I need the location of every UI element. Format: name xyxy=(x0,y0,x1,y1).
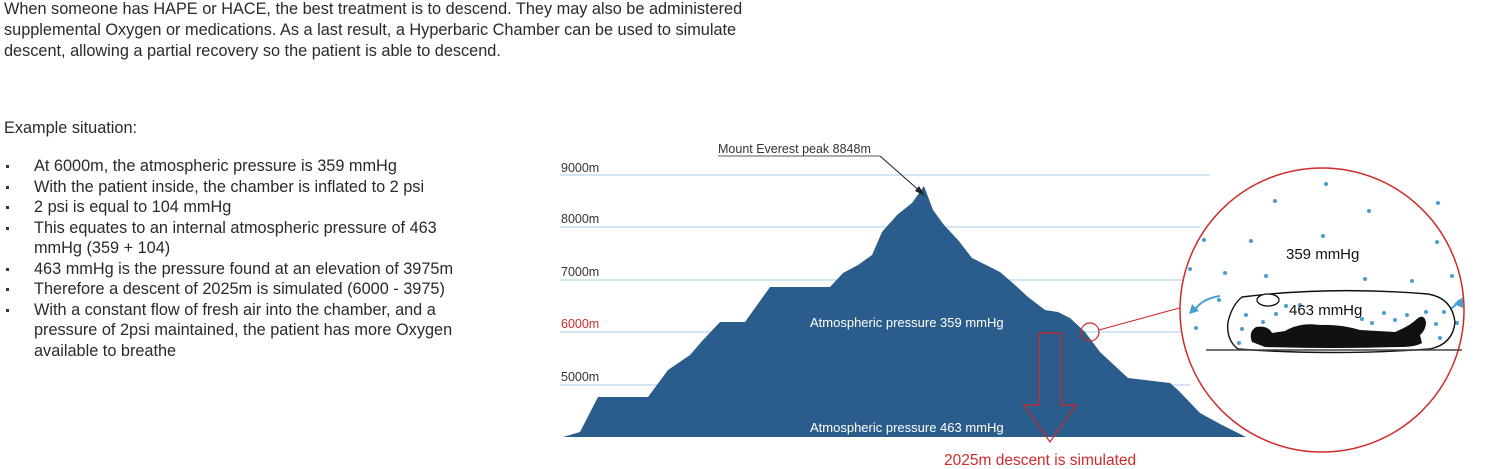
pressure-label-upper: Atmospheric pressure 359 mmHg xyxy=(810,315,1004,330)
bullet-item: 463 mmHg is the pressure found at an ele… xyxy=(4,259,474,280)
zoom-marker-circle xyxy=(1080,322,1100,342)
elevation-label-9000: 9000m xyxy=(561,161,599,175)
descent-label: 2025m descent is simulated xyxy=(944,452,1136,469)
patient-silhouette xyxy=(1250,316,1426,348)
bullet-item: At 6000m, the atmospheric pressure is 35… xyxy=(4,156,474,177)
elevation-label-7000: 7000m xyxy=(561,265,599,279)
zoom-connector-line xyxy=(1098,306,1184,331)
elevation-label-8000: 8000m xyxy=(561,212,599,226)
peak-pointer xyxy=(879,155,923,194)
bullet-item: This equates to an internal atmospheric … xyxy=(4,218,474,259)
elevation-label-6000: 6000m xyxy=(561,317,599,331)
outside-pressure-label: 359 mmHg xyxy=(1286,246,1359,263)
peak-pointer-arrowhead xyxy=(915,186,925,196)
elevation-label-5000: 5000m xyxy=(561,370,599,384)
airflow-arrow-left-head xyxy=(1189,304,1199,314)
chamber-window xyxy=(1256,293,1280,307)
airflow-arrow-right-head xyxy=(1454,297,1463,308)
inside-pressure-label: 463 mmHg xyxy=(1289,302,1362,319)
bullet-item: 2 psi is equal to 104 mmHg xyxy=(4,197,474,218)
mountain-silhouette xyxy=(563,186,1246,437)
example-bullet-list: At 6000m, the atmospheric pressure is 35… xyxy=(4,156,474,361)
bullet-item: With a constant flow of fresh air into t… xyxy=(4,300,474,362)
peak-label: Mount Everest peak 8848m xyxy=(718,142,871,156)
pressure-label-lower: Atmospheric pressure 463 mmHg xyxy=(810,420,1004,435)
outside-air-dots xyxy=(1188,182,1459,330)
intro-paragraph: When someone has HAPE or HACE, the best … xyxy=(4,0,743,60)
example-heading: Example situation: xyxy=(4,119,138,137)
bullet-item: Therefore a descent of 2025m is simulate… xyxy=(4,279,474,300)
descent-arrow xyxy=(1022,332,1078,444)
bullet-item: With the patient inside, the chamber is … xyxy=(4,177,474,198)
